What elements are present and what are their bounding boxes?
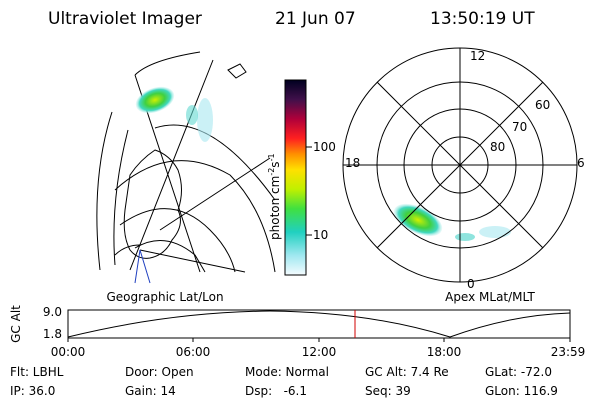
footer-field: GC Alt: 7.4 Re [365,365,449,379]
mlt-label: 6 [577,156,585,170]
geographic-map [96,51,276,284]
lat-label: 60 [535,98,550,112]
timeline-x-label: 18:00 [427,345,462,359]
colorbar [285,80,306,275]
footer-field: Gain: 14 [125,384,176,398]
timeline-x-label: 23:59 [551,345,586,359]
footer: Flt: LBHL Door: Open Mode: Normal GC Alt: 7… [10,365,558,398]
lat-label: 70 [512,120,527,134]
footer-field: GLon: 116.9 [485,384,558,398]
time: 13:50:19 UT [430,9,535,29]
timeline-x-label: 06:00 [176,345,211,359]
mlt-label: 12 [470,49,485,63]
left-caption: Geographic Lat/Lon [106,290,223,304]
timeline-y-label: 1.8 [43,327,62,341]
colorbar-tick-label: 100 [313,140,336,154]
altitude-timeline [67,309,571,342]
mlt-label: 0 [467,277,475,291]
footer-field: Flt: LBHL [10,365,64,379]
footer-field: GLat: -72.0 [485,365,552,379]
timeline-y-label: 9.0 [43,305,62,319]
footer-field: IP: 36.0 [10,384,55,398]
date: 21 Jun 07 [275,9,356,29]
colorbar-tick-label: 10 [313,228,328,242]
footer-field: Dsp: -6.1 [245,384,307,398]
timeline-axis-label: GC Alt [9,305,23,343]
timeline-x-label: 00:00 [51,345,86,359]
footer-field: Mode: Normal [245,365,329,379]
polar-map [342,47,578,283]
title: Ultraviolet Imager [48,9,202,29]
timeline-x-label: 12:00 [302,345,337,359]
mlt-label: 18 [345,156,360,170]
colorbar-frame [284,79,307,276]
footer-field: Door: Open [125,365,194,379]
right-caption: Apex MLat/MLT [445,290,535,304]
lat-label: 80 [490,140,505,154]
colorbar-label: photon cm-2s-1 [267,153,282,240]
footer-field: Seq: 39 [365,384,411,398]
